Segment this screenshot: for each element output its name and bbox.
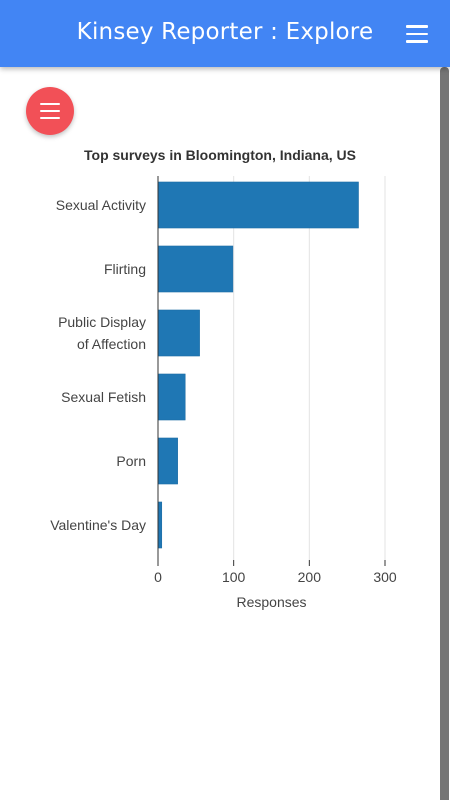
x-axis-label: Responses (236, 594, 306, 610)
menu-icon (40, 103, 60, 106)
category-label-0: Sexual Activity (56, 197, 146, 213)
menu-icon[interactable] (406, 25, 428, 43)
bar-1 (157, 245, 234, 293)
x-tick-label-100: 100 (222, 569, 246, 585)
bar-3 (157, 373, 186, 421)
app-bar: Kinsey Reporter : Explore (0, 0, 450, 67)
scrollbar-thumb[interactable] (440, 67, 449, 800)
fab-menu-button[interactable] (26, 87, 74, 135)
x-tick-label-200: 200 (298, 569, 322, 585)
category-label-2-line-0: Public Display (58, 314, 146, 330)
category-label-2-line-1: of Affection (77, 336, 146, 352)
category-label-4: Porn (116, 453, 146, 469)
x-tick-label-300: 300 (373, 569, 397, 585)
app-title: Kinsey Reporter : Explore (76, 19, 374, 45)
category-label-5: Valentine's Day (50, 517, 146, 533)
bar-5 (157, 501, 163, 549)
bar-0 (157, 181, 359, 229)
chart-grid (233, 176, 386, 560)
chart-title: Top surveys in Bloomington, Indiana, US (84, 147, 356, 163)
chart-bars (157, 181, 359, 549)
bar-2 (157, 309, 200, 357)
category-label-1: Flirting (104, 261, 146, 277)
bar-chart: Top surveys in Bloomington, Indiana, US … (50, 147, 397, 610)
x-tick-label-0: 0 (154, 569, 162, 585)
bar-4 (157, 437, 178, 485)
category-label-3: Sexual Fetish (61, 389, 146, 405)
category-labels: Sexual Activity Flirting Public Display of … (50, 197, 146, 533)
x-axis-ticks: 0 100 200 300 (154, 560, 397, 585)
